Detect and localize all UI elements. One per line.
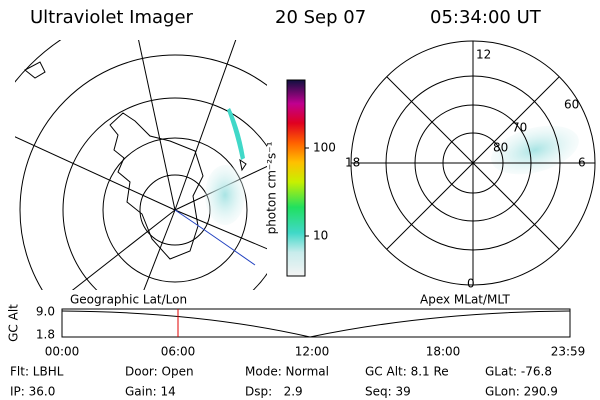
mlt-label: 6 <box>578 156 586 170</box>
colorbar-tick-label: 10 <box>313 229 328 243</box>
date: 20 Sep 07 <box>275 7 366 28</box>
info-field: Gain: 14 <box>125 385 176 399</box>
info-field: Flt: LBHL <box>10 365 64 379</box>
altitude-ytick: 9.0 <box>36 305 55 319</box>
altitude-xtick: 06:00 <box>161 345 196 359</box>
altitude-ytick: 1.8 <box>36 328 55 342</box>
geographic-map <box>15 40 267 290</box>
colorbar-tick-label: 100 <box>313 141 336 155</box>
mlat-label: 70 <box>512 121 527 135</box>
info-field: Door: Open <box>125 365 194 379</box>
info-field: GLon: 290.9 <box>485 385 558 399</box>
altitude-xtick: 23:59 <box>551 345 586 359</box>
info-field: Dsp: 2.9 <box>245 385 303 399</box>
title: Ultraviolet Imager <box>30 7 194 28</box>
altitude-xtick: 12:00 <box>295 345 330 359</box>
info-field: Mode: Normal <box>245 365 329 379</box>
info-field: Seq: 39 <box>365 385 411 399</box>
altitude-xtick: 00:00 <box>45 345 80 359</box>
info-field: IP: 36.0 <box>10 385 55 399</box>
altitude-ylabel: GC Alt <box>7 304 21 342</box>
map-label: Apex MLat/MLT <box>420 293 510 307</box>
time: 05:34:00 UT <box>430 7 542 28</box>
info-panel: Flt: LBHL Door: Open Mode: Normal GC Alt: 8… <box>10 365 558 399</box>
mlt-label: 0 <box>467 277 475 291</box>
map-label: Geographic Lat/Lon <box>70 293 187 307</box>
info-field: GC Alt: 8.1 Re <box>365 365 449 379</box>
altitude-xtick: 18:00 <box>426 345 461 359</box>
mlt-label: 18 <box>345 156 360 170</box>
polar-map <box>350 40 596 286</box>
colorbar <box>286 79 306 277</box>
info-field: GLat: -76.8 <box>485 365 552 379</box>
mlat-label: 80 <box>493 141 508 155</box>
mlt-label: 12 <box>476 48 491 62</box>
colorbar-label: photon cm⁻²s⁻¹ <box>265 141 279 234</box>
altitude-plot <box>61 308 571 338</box>
mlat-label: 60 <box>564 98 579 112</box>
